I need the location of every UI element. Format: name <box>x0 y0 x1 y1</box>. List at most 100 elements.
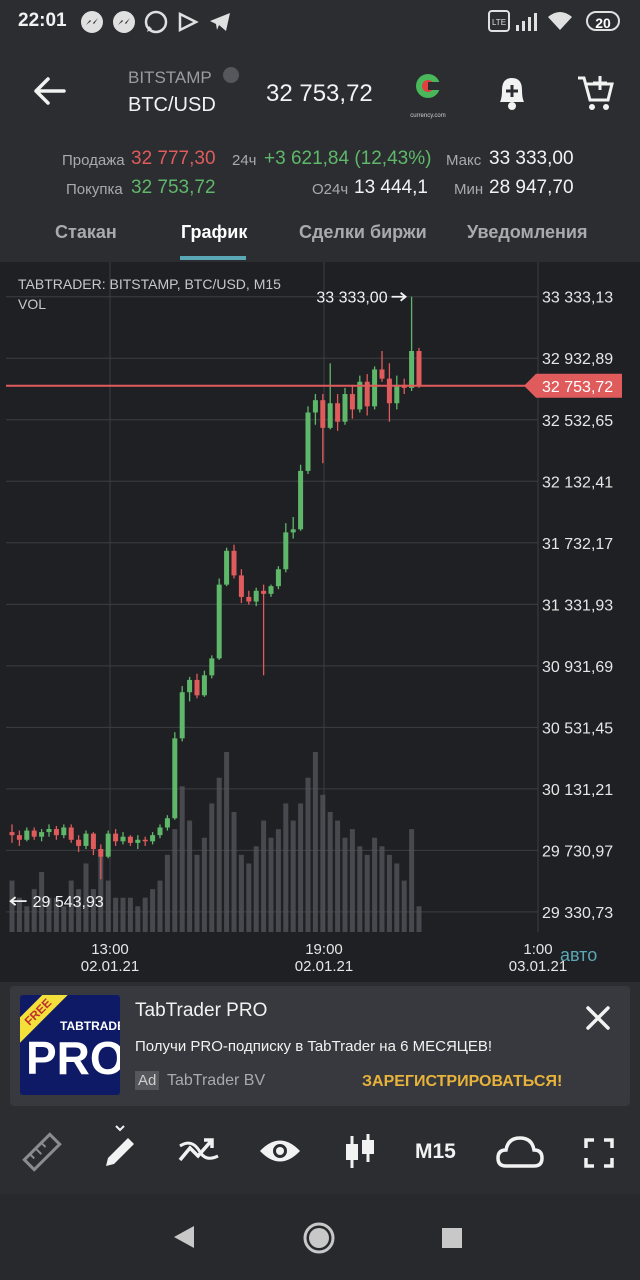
volume-bar <box>120 897 126 932</box>
y-tick-label: 29 730,97 <box>542 843 613 860</box>
tab-exchange-trades[interactable]: Сделки биржи <box>299 222 427 242</box>
indicators-icon[interactable] <box>178 1134 220 1170</box>
candle-body <box>113 833 119 842</box>
volume-bar <box>312 752 318 932</box>
volume-bar <box>105 880 111 932</box>
volume-bar <box>231 812 237 932</box>
messenger-icon <box>81 11 103 33</box>
candle-body <box>157 827 163 836</box>
volume-bar <box>150 889 156 932</box>
tab-orderbook[interactable]: Стакан <box>55 222 117 242</box>
volume-bar <box>216 777 222 932</box>
current-price-tag <box>524 373 622 398</box>
ad-title[interactable]: TabTrader PRO <box>135 1000 268 1021</box>
candle-body <box>16 835 22 840</box>
volume-value: 13 444,1 <box>354 177 428 198</box>
candle-body <box>209 658 215 676</box>
max-value: 33 333,00 <box>489 148 574 169</box>
back-icon[interactable] <box>172 1224 196 1250</box>
candle-body <box>372 369 378 407</box>
volume-bar <box>53 897 59 932</box>
price-chart[interactable]: 33 333,13 32 932,89 32 532,65 32 132,41 31 7… <box>0 262 640 982</box>
y-tick-label: 29 330,73 <box>542 905 613 922</box>
tab-chart[interactable]: График <box>181 222 248 242</box>
recents-icon[interactable] <box>440 1226 464 1250</box>
candle-body <box>120 836 126 842</box>
home-icon[interactable] <box>302 1221 336 1255</box>
currency-com-logo[interactable]: currency.com <box>400 70 456 120</box>
candle-body <box>187 679 193 693</box>
volume-bar <box>283 803 289 932</box>
fullscreen-icon[interactable] <box>584 1138 614 1168</box>
candle-body <box>224 550 230 585</box>
volume-bar <box>335 820 341 932</box>
volume-bar <box>61 906 67 932</box>
volume-bar <box>201 837 207 932</box>
bell-plus-icon[interactable] <box>494 72 530 112</box>
ruler-icon[interactable] <box>22 1132 62 1172</box>
timeframe-selector[interactable]: M15 <box>415 1140 456 1163</box>
play-games-icon <box>178 11 199 33</box>
pencil-icon[interactable] <box>100 1124 142 1172</box>
exchange-name: BITSTAMP <box>128 68 212 87</box>
y-tick-label: 31 732,17 <box>542 536 613 553</box>
ad-text[interactable]: Получи PRO-подписку в TabTrader на 6 МЕС… <box>135 1038 493 1055</box>
min-marker-label: 29 543,93 <box>33 894 104 911</box>
x-tick-time: 1:00 <box>523 941 552 958</box>
close-icon[interactable] <box>584 1004 612 1032</box>
candle-body <box>268 586 274 594</box>
tab-notifications[interactable]: Уведомления <box>467 222 588 242</box>
volume-bar <box>46 897 52 932</box>
eye-icon[interactable] <box>258 1136 302 1166</box>
cart-plus-icon[interactable] <box>576 72 616 112</box>
candle-body <box>349 394 355 410</box>
cloud-icon[interactable] <box>496 1134 544 1170</box>
candle-body <box>342 394 348 422</box>
candle-body <box>379 369 385 379</box>
sell-label: Продажа <box>62 152 125 169</box>
ad-banner[interactable]: FREE TABTRADER PRO TabTrader PRO Получи … <box>10 986 630 1106</box>
back-arrow-icon[interactable] <box>32 76 66 106</box>
volte-icon: LTE <box>488 10 510 32</box>
volume-bar <box>39 872 45 932</box>
min-value: 28 947,70 <box>489 177 574 198</box>
candle-body <box>290 529 296 533</box>
logo-text: currency.com <box>410 113 446 119</box>
chart-toolbar: M15 <box>0 1110 640 1194</box>
ad-advertiser: TabTrader BV <box>167 1072 266 1089</box>
y-tick-label: 32 132,41 <box>542 474 613 491</box>
change-value: +3 621,84 (12,43%) <box>264 148 432 169</box>
candle-body <box>98 849 104 857</box>
candle-body <box>179 692 185 739</box>
chart-subtitle: VOL <box>18 296 47 312</box>
volume-label: O24ч <box>312 181 349 198</box>
candle-body <box>76 839 82 846</box>
ad-cta-button[interactable]: ЗАРЕГИСТРИРОВАТЬСЯ! <box>362 1073 563 1090</box>
volume-bar <box>90 889 96 932</box>
candle-body <box>246 596 252 602</box>
x-tick-date: 02.01.21 <box>295 958 353 975</box>
candle-body <box>39 832 45 837</box>
volume-bar <box>127 897 133 932</box>
max-marker-arrow <box>391 292 408 302</box>
volume-bar <box>364 854 370 932</box>
market-stats: Продажа 32 777,30 Покупка 32 753,72 24ч … <box>0 144 640 210</box>
volume-bar <box>320 794 326 932</box>
pair-name[interactable]: BTC/USD <box>128 94 216 116</box>
volume-bar <box>275 829 281 932</box>
buy-value: 32 753,72 <box>131 177 216 198</box>
candles-icon[interactable] <box>342 1132 378 1172</box>
candle-body <box>9 832 15 836</box>
volume-bar <box>394 863 400 932</box>
x-tick-time: 13:00 <box>91 941 129 958</box>
candle-body <box>386 378 392 404</box>
auto-scale-button[interactable]: авто <box>560 945 598 965</box>
chart-canvas[interactable]: 33 333,13 32 932,89 32 532,65 32 132,41 31 7… <box>0 262 640 982</box>
volume-bar <box>261 820 267 932</box>
volume-bar <box>68 880 74 932</box>
ad-image[interactable]: FREE TABTRADER PRO <box>20 995 120 1095</box>
y-tick-label: 33 333,13 <box>542 290 613 307</box>
change-label: 24ч <box>232 152 257 169</box>
y-tick-label: 32 532,65 <box>542 413 613 430</box>
volume-bar <box>135 906 141 932</box>
